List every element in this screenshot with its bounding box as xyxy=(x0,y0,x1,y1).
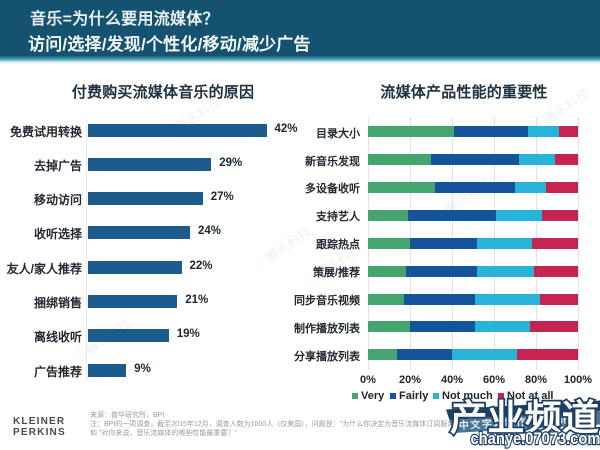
svg-text:产业频道: 产业频道 xyxy=(450,397,599,438)
svg-text:chanye.07073.com: chanye.07073.com xyxy=(471,429,600,448)
